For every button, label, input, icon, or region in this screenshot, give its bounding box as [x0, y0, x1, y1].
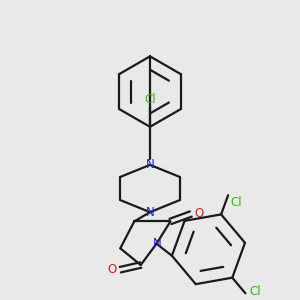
Text: N: N: [146, 206, 154, 219]
Text: Cl: Cl: [144, 92, 156, 106]
Text: O: O: [194, 207, 204, 220]
Text: Cl: Cl: [230, 196, 242, 209]
Text: N: N: [146, 158, 154, 171]
Text: O: O: [107, 263, 117, 276]
Text: Cl: Cl: [249, 285, 261, 298]
Text: N: N: [153, 237, 162, 250]
